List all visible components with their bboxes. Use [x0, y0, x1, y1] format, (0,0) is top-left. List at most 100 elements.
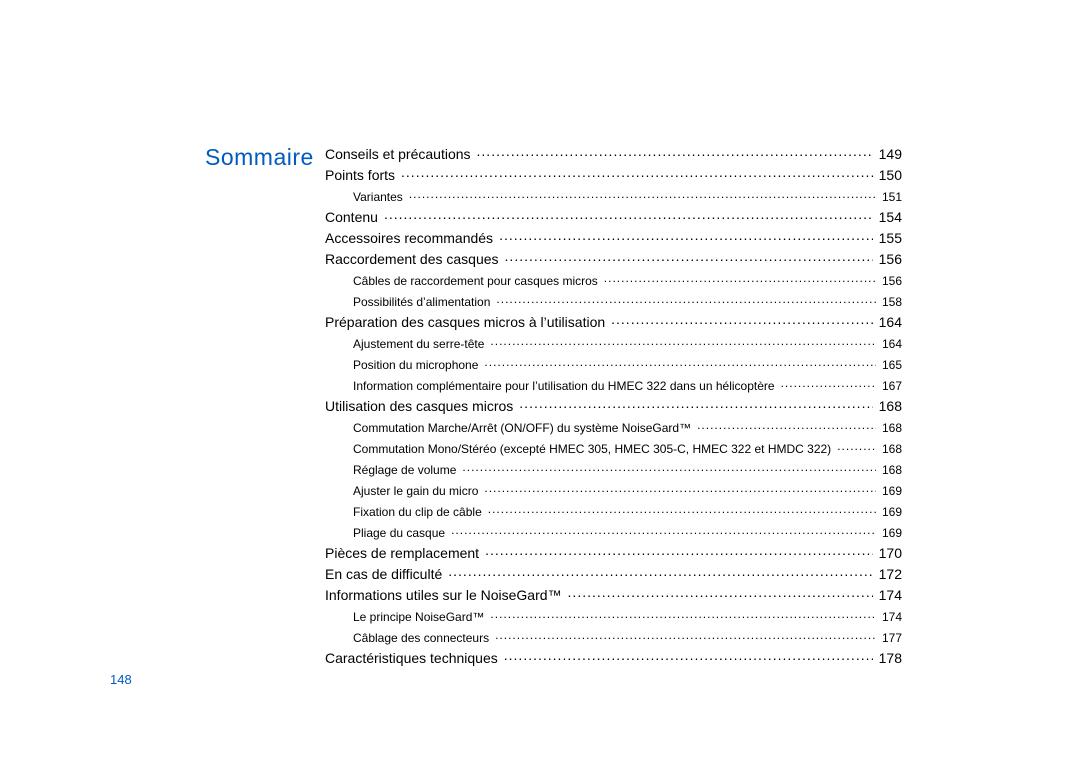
toc-leader-dots: [505, 248, 873, 264]
toc-entry-title: Câblage des connecteurs: [353, 631, 489, 645]
toc-row: Ajuster le gain du micro 169: [325, 479, 902, 498]
toc-leader-dots: [451, 521, 876, 537]
toc-entry-page: 170: [879, 545, 902, 561]
toc-row: Accessoires recommandés 155: [325, 227, 902, 246]
toc-row: Réglage de volume 168: [325, 458, 902, 477]
toc-entry-title: Le principe NoiseGard™: [353, 610, 484, 624]
toc-entry-title: En cas de difficulté: [325, 566, 442, 582]
toc-entry-page: 165: [882, 358, 902, 372]
toc-row: Le principe NoiseGard™ 174: [325, 605, 902, 624]
toc-leader-dots: [448, 563, 872, 579]
toc-leader-dots: [477, 143, 873, 159]
toc-row: Ajustement du serre-tête 164: [325, 332, 902, 351]
toc-entry-title: Caractéristiques techniques: [325, 650, 498, 666]
toc-entry-page: 167: [882, 379, 902, 393]
toc-row: Position du microphone 165: [325, 353, 902, 372]
toc-leader-dots: [697, 416, 876, 432]
toc-entry-title: Position du microphone: [353, 358, 478, 372]
toc-entry-title: Pièces de remplacement: [325, 545, 479, 561]
toc-entry-page: 177: [882, 631, 902, 645]
toc-entry-page: 158: [882, 295, 902, 309]
toc-row: Utilisation des casques micros168: [325, 395, 902, 414]
toc-entry-title: Raccordement des casques: [325, 251, 499, 267]
toc-entry-page: 154: [879, 209, 902, 225]
toc-row: Points forts 150: [325, 164, 902, 183]
toc-leader-dots: [488, 500, 876, 516]
toc-entry-title: Contenu: [325, 209, 378, 225]
toc-leader-dots: [611, 311, 873, 327]
toc-entry-title: Commutation Marche/Arrêt (ON/OFF) du sys…: [353, 421, 691, 435]
table-of-contents: Conseils et précautions 149 Points forts 15…: [325, 143, 902, 668]
toc-row: Commutation Marche/Arrêt (ON/OFF) du sys…: [325, 416, 902, 435]
toc-row: Raccordement des casques 156: [325, 248, 902, 267]
toc-entry-page: 174: [882, 610, 902, 624]
toc-entry-page: 164: [879, 314, 902, 330]
toc-row: Commutation Mono/Stéréo (excepté HMEC 30…: [325, 437, 902, 456]
toc-entry-title: Pliage du casque: [353, 526, 445, 540]
toc-entry-title: Accessoires recommandés: [325, 230, 493, 246]
toc-entry-page: 174: [879, 587, 902, 603]
toc-leader-dots: [604, 269, 876, 285]
toc-row: Câbles de raccordement pour casques micr…: [325, 269, 902, 288]
toc-row: Pliage du casque169: [325, 521, 902, 540]
toc-row: Câblage des connecteurs 177: [325, 626, 902, 645]
toc-entry-title: Information complémentaire pour l’utilis…: [353, 379, 775, 393]
toc-leader-dots: [499, 227, 873, 243]
toc-row: Pièces de remplacement 170: [325, 542, 902, 561]
toc-entry-page: 155: [879, 230, 902, 246]
toc-entry-page: 164: [882, 337, 902, 351]
toc-entry-title: Préparation des casques micros à l’utili…: [325, 314, 605, 330]
toc-row: Contenu 154: [325, 206, 902, 225]
toc-leader-dots: [495, 626, 876, 642]
toc-entry-title: Informations utiles sur le NoiseGard™: [325, 587, 562, 603]
toc-entry-page: 168: [882, 421, 902, 435]
toc-leader-dots: [837, 437, 876, 453]
toc-entry-page: 168: [882, 463, 902, 477]
toc-entry-page: 169: [882, 484, 902, 498]
toc-leader-dots: [401, 164, 873, 180]
document-page: Sommaire Conseils et précautions 149 Point…: [0, 0, 1080, 763]
toc-leader-dots: [490, 332, 876, 348]
toc-leader-dots: [519, 395, 872, 411]
toc-entry-title: Points forts: [325, 167, 395, 183]
toc-row: Informations utiles sur le NoiseGard™ 174: [325, 584, 902, 603]
toc-entry-page: 168: [879, 398, 902, 414]
toc-entry-title: Ajuster le gain du micro: [353, 484, 478, 498]
toc-leader-dots: [485, 542, 873, 558]
toc-leader-dots: [781, 374, 876, 390]
toc-leader-dots: [504, 647, 873, 663]
toc-row: Conseils et précautions 149: [325, 143, 902, 162]
toc-entry-page: 169: [882, 505, 902, 519]
toc-row: En cas de difficulté 172: [325, 563, 902, 582]
toc-entry-title: Possibilités d’alimentation: [353, 295, 490, 309]
toc-row: Caractéristiques techniques 178: [325, 647, 902, 666]
toc-entry-title: Réglage de volume: [353, 463, 456, 477]
toc-entry-page: 178: [879, 650, 902, 666]
toc-entry-page: 168: [882, 442, 902, 456]
toc-entry-page: 150: [879, 167, 902, 183]
toc-row: Information complémentaire pour l’utilis…: [325, 374, 902, 393]
toc-leader-dots: [484, 479, 876, 495]
toc-leader-dots: [462, 458, 876, 474]
toc-leader-dots: [384, 206, 873, 222]
toc-entry-page: 156: [882, 274, 902, 288]
toc-leader-dots: [484, 353, 876, 369]
toc-leader-dots: [568, 584, 873, 600]
toc-entry-page: 172: [879, 566, 902, 582]
toc-leader-dots: [409, 185, 876, 201]
toc-entry-title: Fixation du clip de câble: [353, 505, 482, 519]
toc-heading: Sommaire: [205, 144, 314, 171]
toc-entry-title: Conseils et précautions: [325, 146, 471, 162]
toc-leader-dots: [490, 605, 876, 621]
toc-entry-title: Ajustement du serre-tête: [353, 337, 484, 351]
toc-entry-title: Commutation Mono/Stéréo (excepté HMEC 30…: [353, 442, 831, 456]
toc-row: Préparation des casques micros à l’utili…: [325, 311, 902, 330]
toc-entry-title: Variantes: [353, 190, 403, 204]
toc-entry-page: 156: [879, 251, 902, 267]
toc-entry-page: 151: [882, 190, 902, 204]
toc-leader-dots: [496, 290, 876, 306]
toc-row: Variantes 151: [325, 185, 902, 204]
toc-entry-page: 149: [879, 146, 902, 162]
toc-row: Fixation du clip de câble 169: [325, 500, 902, 519]
toc-row: Possibilités d’alimentation 158: [325, 290, 902, 309]
